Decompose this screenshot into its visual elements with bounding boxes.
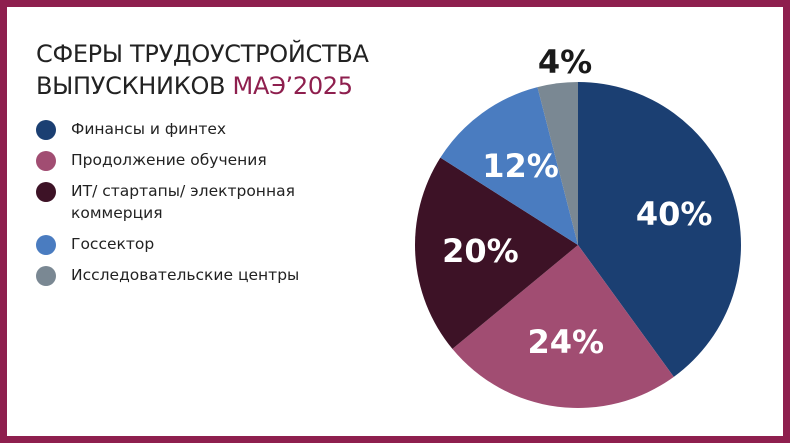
legend-label: Продолжение обучения xyxy=(71,151,267,169)
data-label: 20% xyxy=(442,232,519,270)
title-prefix: ВЫПУСКНИКОВ xyxy=(36,72,233,100)
legend-item: Продолжение обучения xyxy=(36,149,341,171)
legend-label: ИТ/ стартапы/ электронная коммерция xyxy=(71,182,295,222)
data-label: 4% xyxy=(538,43,592,81)
legend-swatch xyxy=(36,151,56,171)
pie-slice xyxy=(452,245,674,409)
chart-title: СФЕРЫ ТРУДОУСТРОЙСТВА ВЫПУСКНИКОВ МАЭ’20… xyxy=(36,38,369,102)
legend-swatch xyxy=(36,182,56,202)
data-label: 40% xyxy=(636,195,713,233)
legend-swatch xyxy=(36,266,56,286)
data-label: 12% xyxy=(482,147,559,185)
legend-item: ИТ/ стартапы/ электронная коммерция xyxy=(36,180,341,224)
pie-slice xyxy=(578,82,741,377)
legend-item: Финансы и финтех xyxy=(36,118,341,140)
legend: Финансы и финтех Продолжение обучения ИТ/ … xyxy=(36,118,341,295)
legend-label: Финансы и финтех xyxy=(71,120,227,138)
pie-slice xyxy=(537,82,578,245)
pie-slice xyxy=(415,157,578,349)
pie-slice xyxy=(440,87,578,245)
title-line-2: ВЫПУСКНИКОВ МАЭ’2025 xyxy=(36,70,369,102)
data-label: 24% xyxy=(527,323,604,361)
legend-item: Госсектор xyxy=(36,233,341,255)
title-accent: МАЭ’2025 xyxy=(232,72,354,100)
legend-label: Госсектор xyxy=(71,235,155,253)
legend-item: Исследовательские центры xyxy=(36,264,341,286)
legend-swatch xyxy=(36,120,56,140)
title-line-1: СФЕРЫ ТРУДОУСТРОЙСТВА xyxy=(36,40,369,68)
legend-swatch xyxy=(36,235,56,255)
legend-label: Исследовательские центры xyxy=(71,266,300,284)
